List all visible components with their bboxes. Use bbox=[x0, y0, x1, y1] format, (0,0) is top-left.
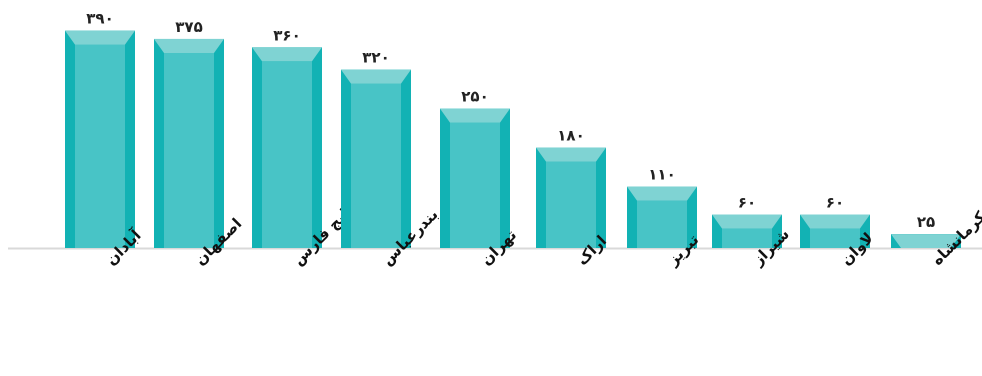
bar-face bbox=[546, 161, 596, 248]
bar-top bbox=[891, 234, 961, 248]
bar-top bbox=[627, 186, 697, 201]
bar-top bbox=[341, 69, 411, 84]
bar-top bbox=[536, 147, 606, 162]
bar bbox=[891, 234, 961, 248]
bar bbox=[341, 69, 411, 248]
bar-top bbox=[65, 30, 135, 45]
bar bbox=[440, 108, 510, 248]
bar-face bbox=[637, 200, 687, 248]
bar-top bbox=[154, 38, 224, 53]
bar bbox=[65, 30, 135, 249]
data-label: ۱۸۰ bbox=[557, 127, 584, 145]
data-label: ۶۰ bbox=[826, 194, 844, 212]
data-label: ۳۲۰ bbox=[362, 49, 389, 67]
bar bbox=[252, 47, 322, 248]
bar bbox=[800, 214, 870, 248]
data-label: ۳۹۰ bbox=[86, 10, 113, 28]
data-label: ۳۷۵ bbox=[175, 18, 202, 36]
bar-face bbox=[164, 52, 214, 248]
bar-face bbox=[75, 44, 125, 249]
bar-face bbox=[262, 61, 312, 248]
data-label: ۱۱۰ bbox=[648, 166, 675, 184]
bar-top bbox=[252, 47, 322, 62]
bar-face bbox=[722, 228, 772, 248]
bar-face bbox=[351, 83, 401, 248]
bar-face bbox=[810, 228, 860, 248]
bar-top bbox=[440, 108, 510, 123]
data-label: ۲۵ bbox=[917, 213, 935, 231]
data-label: ۳۶۰ bbox=[273, 26, 300, 44]
bar-top bbox=[712, 214, 782, 229]
bar-top bbox=[800, 214, 870, 229]
bar bbox=[154, 38, 224, 248]
data-label: ۲۵۰ bbox=[461, 88, 488, 106]
data-label: ۶۰ bbox=[738, 194, 756, 212]
bar bbox=[627, 186, 697, 248]
bar-face bbox=[450, 122, 500, 248]
bar bbox=[536, 147, 606, 248]
bar bbox=[712, 214, 782, 248]
